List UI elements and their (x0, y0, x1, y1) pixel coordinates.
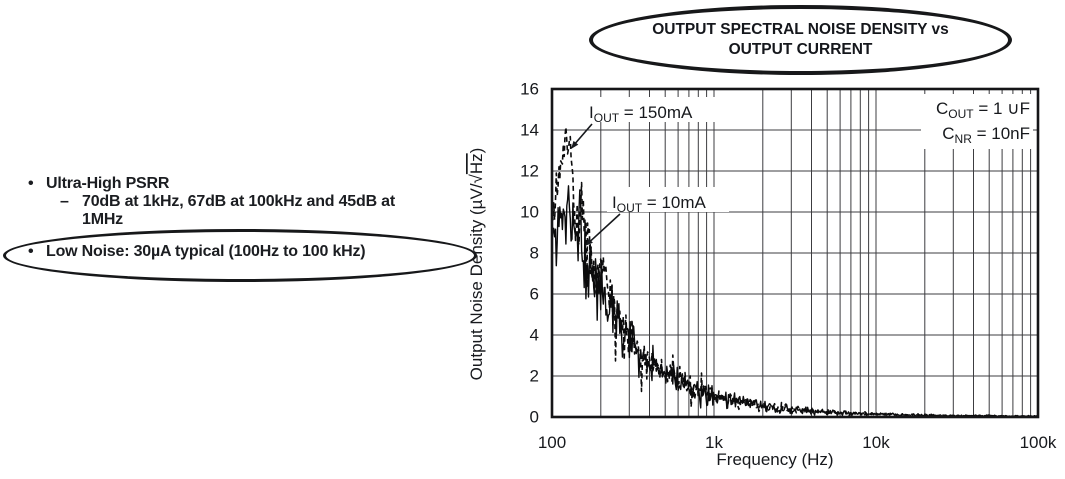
condition-cnr-rest: = 10nF (972, 124, 1030, 143)
feature-psrr-detail2: 1MHz (82, 211, 123, 229)
y-tick-label: 14 (520, 121, 539, 140)
x-tick-label: 1k (705, 433, 723, 452)
y-tick-label: 6 (530, 285, 539, 304)
y-tick-label: 8 (530, 244, 539, 263)
y-axis-label-post: ) (467, 148, 486, 154)
y-tick-label: 4 (530, 326, 539, 345)
condition-cnr-main: C (942, 124, 954, 143)
y-axis-label-pre: Output Noise Density (µV/√ (467, 173, 486, 380)
curve-label-10ma-rest: = 10mA (642, 193, 706, 212)
conditions-box-bg (921, 94, 1033, 149)
curve-label-150ma: IOUT = 150mA (589, 103, 693, 125)
y-axis-label-hz: Hz (467, 153, 486, 174)
arrow-10ma (585, 213, 621, 246)
y-axis-label: Output Noise Density (µV/√Hz) (467, 148, 486, 381)
condition-cnr-sub: NR (955, 132, 973, 146)
curve-label-150ma-sub: OUT (594, 111, 620, 125)
curve-label-150ma-bg (585, 97, 719, 122)
condition-cout-rest: = 1 ∪F (974, 99, 1030, 118)
x-tick-label: 100 (538, 433, 566, 452)
feature-psrr-detail2-text: 1MHz (82, 211, 123, 228)
x-axis-label: Frequency (Hz) (716, 450, 833, 469)
curve-label-150ma-rest: = 150mA (619, 103, 693, 122)
dash-icon: – (60, 193, 69, 210)
y-tick-label: 2 (530, 367, 539, 386)
feature-psrr: • Ultra-High PSRR (28, 175, 169, 193)
grid-path (552, 89, 1038, 417)
curve-label-10ma-sub: OUT (617, 201, 643, 215)
feature-psrr-detail-text: 70dB at 1kHz, 67dB at 100kHz and 45dB at (82, 193, 396, 210)
y-tick-label: 10 (520, 203, 539, 222)
condition-cout: COUT = 1 ∪F (936, 99, 1030, 121)
condition-cout-main: C (936, 99, 948, 118)
axis-ticks: 0 2 4 6 8 10 12 14 16 100 1k 10k 100k (520, 80, 1057, 453)
bullet-icon: • (28, 175, 34, 192)
feature-psrr-detail: –70dB at 1kHz, 67dB at 100kHz and 45dB a… (60, 193, 395, 211)
curves-group (552, 126, 1038, 417)
curve-label-10ma: IOUT = 10mA (612, 193, 707, 215)
arrow-150ma (571, 123, 593, 149)
gridlines (552, 89, 1038, 417)
feature-psrr-text: Ultra-High PSRR (46, 175, 170, 192)
x-tick-label: 100k (1020, 433, 1057, 452)
conditions-box: COUT = 1 ∪F CNR = 10nF (936, 99, 1030, 146)
x-tick-label: 10k (862, 433, 890, 452)
y-tick-label: 0 (530, 408, 539, 427)
plot-border (550, 87, 1040, 419)
curve-label-10ma-main: I (612, 193, 617, 212)
feature-low-noise-text: Low Noise: 30µA typical (100Hz to 100 kH… (46, 243, 366, 260)
curve-iout-150ma (552, 126, 1038, 417)
y-tick-label: 12 (520, 162, 539, 181)
condition-cnr: CNR = 10nF (942, 124, 1030, 146)
curve-label-10ma-bg (607, 187, 729, 212)
condition-cout-sub: OUT (948, 107, 974, 121)
feature-low-noise: • Low Noise: 30µA typical (100Hz to 100 k… (28, 243, 366, 261)
bullet-icon: • (28, 243, 34, 260)
curve-iout-10ma (552, 185, 1038, 417)
y-tick-label: 16 (520, 80, 539, 99)
curve-label-150ma-main: I (589, 103, 594, 122)
